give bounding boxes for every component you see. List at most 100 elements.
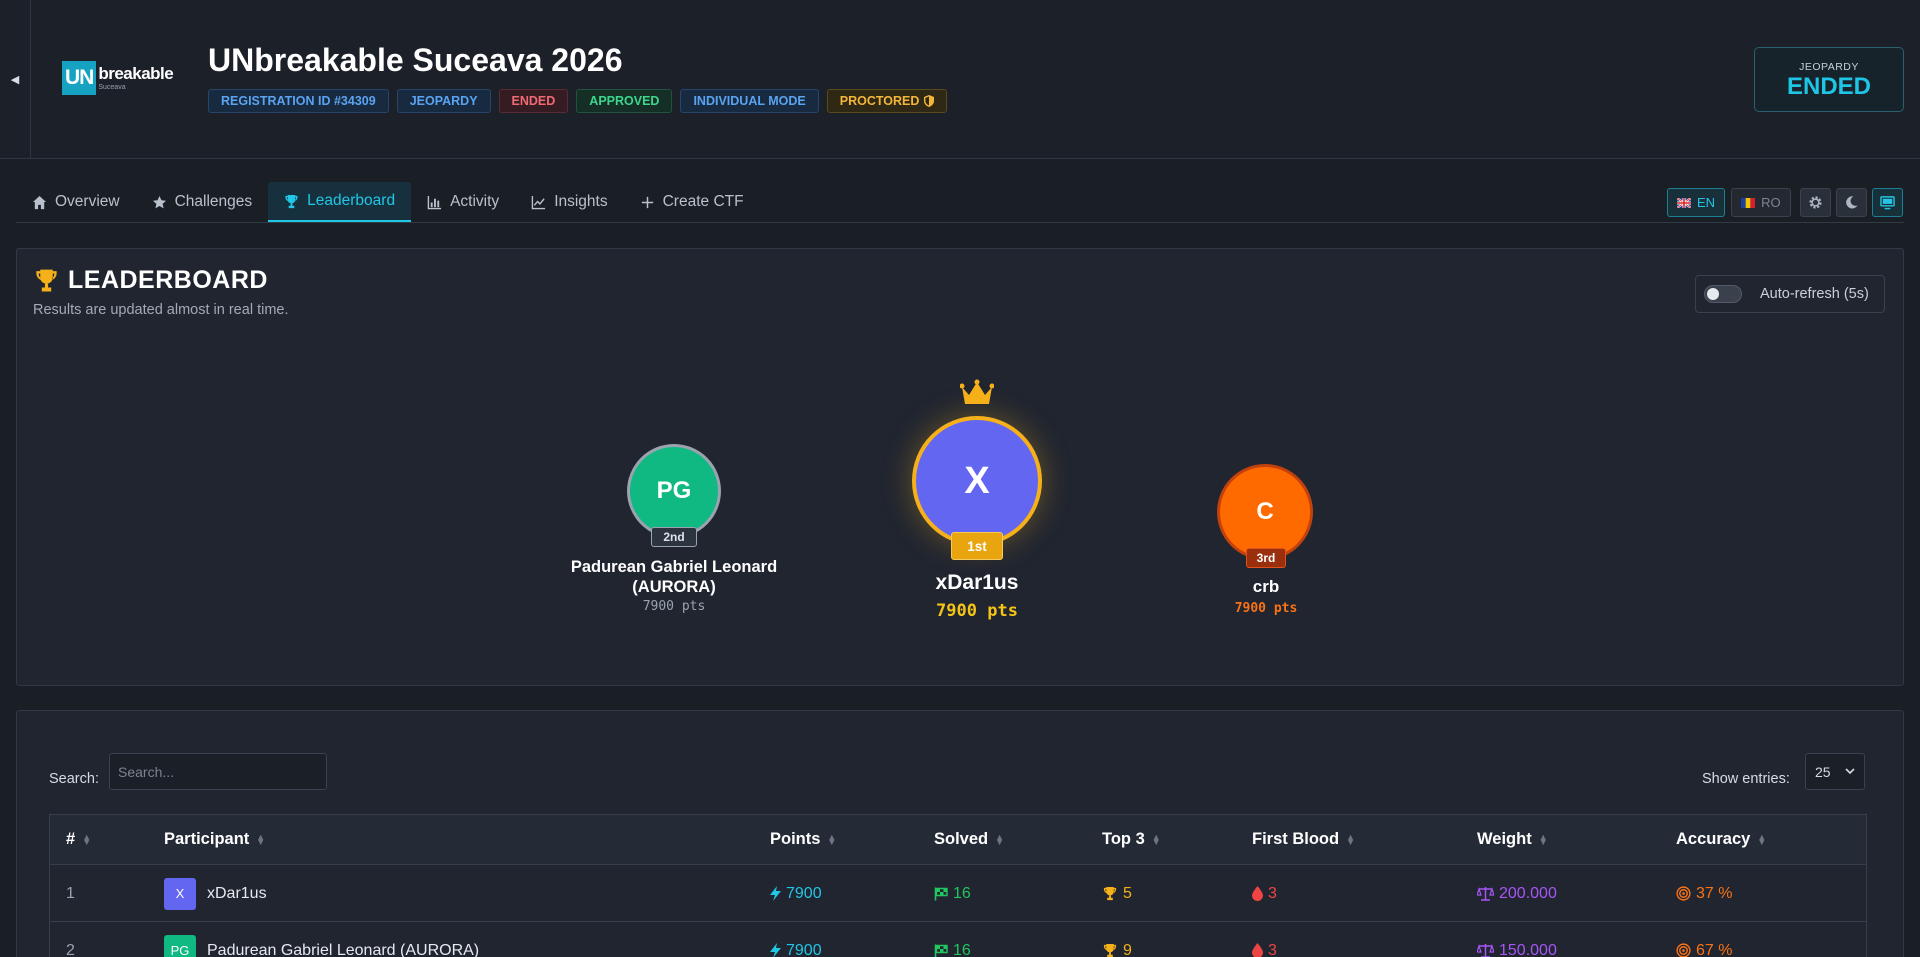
leaderboard-table: # ▲ ▼ Participant ▲ ▼ Points ▲ ▼ Solved ▲ ▼ Top … [49, 814, 1867, 957]
logo-sub: Suceava [98, 84, 173, 91]
column-solved[interactable]: Solved ▲ ▼ [934, 830, 1004, 849]
bar-chart-icon [427, 195, 442, 210]
leaderboard-table-card: Search: Show entries: 25 #▲▼ Participant… [16, 710, 1904, 957]
table-row[interactable]: 1 X xDar1us 7900 16 5 3 [50, 865, 1866, 922]
approved-badge: APPROVED [576, 89, 672, 113]
avatar: PG [627, 444, 721, 538]
column-points[interactable]: Points ▲ ▼ [770, 830, 836, 849]
auto-refresh-toggle[interactable] [1704, 285, 1742, 303]
sort-icon: ▲ ▼ [1152, 835, 1161, 844]
line-chart-icon [531, 195, 546, 210]
droplet-icon [1252, 886, 1263, 901]
tab-overview[interactable]: Overview [16, 182, 136, 222]
table-row[interactable]: 2 PG Padurean Gabriel Leonard (AURORA) 7… [50, 922, 1866, 957]
leaderboard-heading: LEADERBOARD [33, 266, 268, 295]
language-switcher: EN RO [1667, 188, 1791, 217]
sort-icon: ▲ ▼ [827, 835, 836, 844]
event-badges: REGISTRATION ID #34309 JEOPARDY ENDED AP… [208, 89, 947, 113]
star-icon [152, 195, 167, 210]
theme-dark-button[interactable] [1836, 188, 1867, 217]
moon-icon [1844, 195, 1859, 210]
flag-icon [934, 887, 948, 901]
trophy-icon [1102, 886, 1118, 901]
rank-cell: 2 [66, 922, 75, 957]
column-participant[interactable]: Participant ▲ ▼ [164, 830, 265, 849]
plus-icon [640, 195, 655, 210]
column-weight[interactable]: Weight ▲ ▼ [1477, 830, 1548, 849]
logo-mark: UN [62, 61, 96, 95]
romania-flag-icon [1741, 198, 1755, 208]
caret-left-icon: ◀ [11, 73, 19, 86]
first-blood-cell: 3 [1252, 865, 1277, 922]
podium-third: C 3rd crb 7900 pts [1167, 464, 1367, 634]
podium-points: 7900 pts [867, 601, 1087, 621]
avatar: X [164, 878, 196, 910]
avatar: X [912, 416, 1042, 546]
target-icon [1676, 943, 1691, 957]
tab-leaderboard[interactable]: Leaderboard [268, 182, 411, 222]
theme-settings-button[interactable] [1800, 188, 1831, 217]
sort-icon: ▲ ▼ [995, 835, 1004, 844]
entries-label: Show entries: [1702, 771, 1790, 787]
gear-icon [1808, 195, 1823, 210]
accuracy-cell: 37 % [1676, 865, 1732, 922]
auto-refresh-control: Auto-refresh (5s) [1695, 275, 1885, 313]
podium-name: xDar1us [867, 571, 1087, 595]
first-blood-cell: 3 [1252, 922, 1277, 957]
leaderboard-card: LEADERBOARD Results are updated almost i… [16, 248, 1904, 686]
chevron-down-icon [1845, 768, 1855, 775]
rank-cell: 1 [66, 865, 75, 922]
language-en-button[interactable]: EN [1667, 188, 1725, 217]
accuracy-cell: 67 % [1676, 922, 1732, 957]
rank-badge: 3rd [1246, 548, 1286, 568]
tab-challenges[interactable]: Challenges [136, 182, 269, 222]
language-ro-button[interactable]: RO [1731, 188, 1791, 217]
status-ended-badge: ENDED [499, 89, 569, 113]
trophy-icon [33, 268, 60, 293]
status-kind: JEOPARDY [1799, 61, 1859, 73]
scale-icon [1477, 943, 1494, 957]
tab-insights[interactable]: Insights [515, 182, 623, 222]
logo: UN breakable Suceava [62, 61, 178, 95]
avatar: PG [164, 935, 196, 957]
collapse-sidebar-button[interactable]: ◀ [0, 0, 31, 159]
event-status-box: JEOPARDY ENDED [1754, 47, 1904, 112]
home-icon [32, 195, 47, 210]
monitor-icon [1880, 195, 1895, 210]
podium-first: X 1st xDar1us 7900 pts [867, 379, 1087, 639]
points-cell: 7900 [770, 922, 822, 957]
weight-cell: 150.000 [1477, 922, 1557, 957]
flag-icon [934, 944, 948, 957]
leaderboard-subtitle: Results are updated almost in real time. [33, 302, 289, 318]
droplet-icon [1252, 943, 1263, 957]
theme-system-button[interactable] [1872, 188, 1903, 217]
uk-flag-icon [1677, 198, 1691, 208]
top3-cell: 5 [1102, 865, 1132, 922]
tab-create-ctf[interactable]: Create CTF [624, 182, 760, 222]
tab-activity[interactable]: Activity [411, 182, 515, 222]
column-first-blood[interactable]: First Blood ▲ ▼ [1252, 830, 1355, 849]
participant-cell[interactable]: X xDar1us [164, 865, 267, 922]
column-top3[interactable]: Top 3 ▲ ▼ [1102, 830, 1161, 849]
sort-icon: ▲ ▼ [256, 835, 265, 844]
bolt-icon [770, 886, 781, 901]
crown-icon [960, 379, 994, 407]
entries-select[interactable]: 25 [1805, 753, 1865, 790]
table-header: # ▲ ▼ Participant ▲ ▼ Points ▲ ▼ Solved ▲ ▼ Top … [50, 815, 1866, 865]
podium-name: Padurean Gabriel Leonard (AURORA) [537, 557, 811, 597]
logo-word: breakable [98, 65, 173, 82]
search-label: Search: [49, 771, 99, 787]
weight-cell: 200.000 [1477, 865, 1557, 922]
participant-cell[interactable]: PG Padurean Gabriel Leonard (AURORA) [164, 922, 479, 957]
rank-badge: 1st [951, 532, 1003, 560]
registration-id-badge: REGISTRATION ID #34309 [208, 89, 389, 113]
mode-jeopardy-badge: JEOPARDY [397, 89, 491, 113]
search-input[interactable] [109, 753, 327, 790]
shield-icon [924, 95, 934, 107]
bolt-icon [770, 943, 781, 957]
column-accuracy[interactable]: Accuracy ▲ ▼ [1676, 830, 1766, 849]
column-rank[interactable]: # ▲ ▼ [66, 830, 91, 849]
proctored-badge: PROCTORED [827, 89, 948, 113]
trophy-icon [284, 194, 299, 209]
podium-name: crb [1167, 577, 1365, 597]
